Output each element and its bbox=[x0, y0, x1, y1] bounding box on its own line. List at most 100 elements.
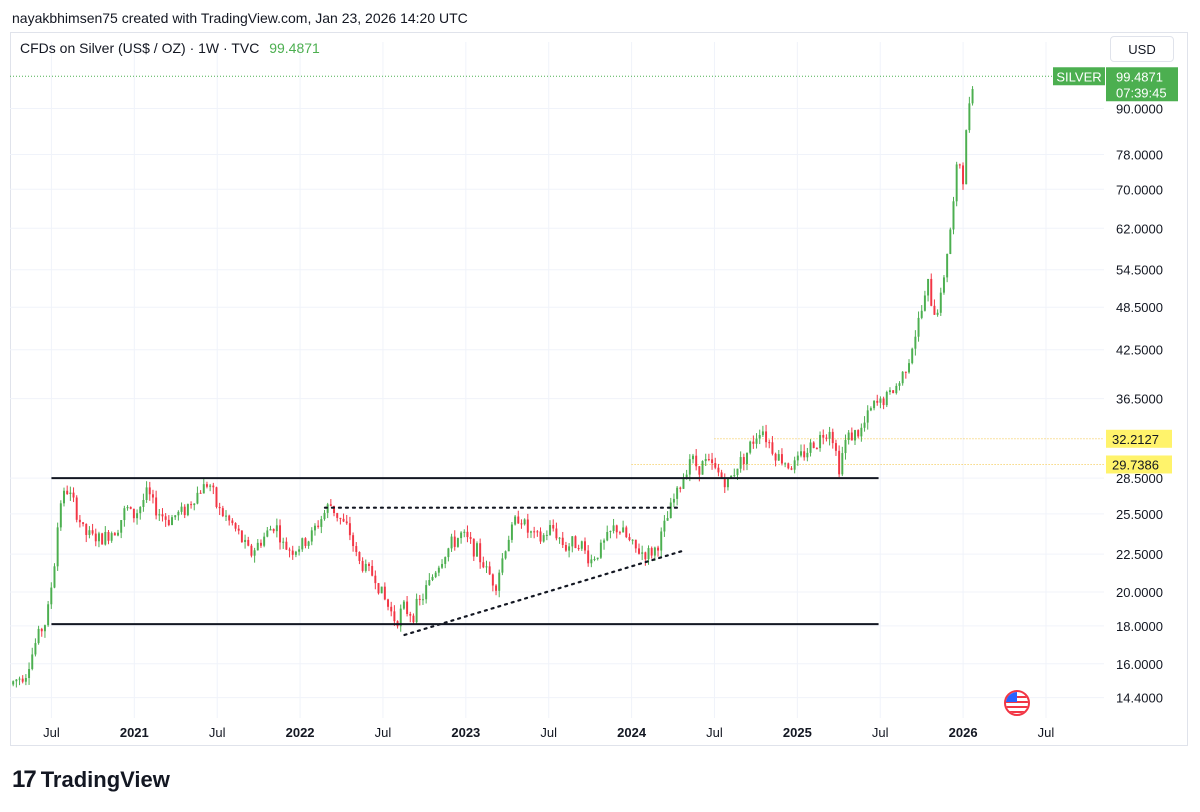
candle-body bbox=[475, 543, 478, 557]
candle-body bbox=[418, 598, 421, 600]
candle-body bbox=[155, 497, 158, 516]
x-tick-label: 2023 bbox=[451, 725, 480, 740]
candle-body bbox=[901, 371, 904, 384]
candle-body bbox=[78, 519, 81, 523]
candle-body bbox=[434, 572, 437, 577]
candle-body bbox=[746, 452, 748, 465]
candle-body bbox=[679, 487, 682, 489]
candle-body bbox=[28, 669, 31, 678]
candle-body bbox=[371, 565, 374, 576]
candle-body bbox=[231, 520, 234, 524]
candle-body bbox=[326, 504, 329, 513]
candle-body bbox=[526, 519, 529, 533]
candle-body bbox=[707, 459, 710, 461]
currency-button[interactable]: USD bbox=[1110, 36, 1174, 62]
candle-body bbox=[412, 615, 415, 623]
candle-body bbox=[542, 535, 545, 542]
candle-body bbox=[199, 492, 202, 494]
y-tick-label: 90.0000 bbox=[1116, 101, 1163, 116]
candle-body bbox=[164, 516, 167, 520]
candle-body bbox=[482, 562, 485, 568]
candle-body bbox=[56, 527, 59, 567]
candle-body bbox=[955, 164, 958, 202]
candle-body bbox=[720, 472, 723, 478]
candle-body bbox=[88, 530, 91, 535]
candle-body bbox=[593, 558, 596, 560]
candle-body bbox=[514, 516, 517, 525]
candle-body bbox=[43, 625, 46, 632]
candle-body bbox=[739, 457, 742, 469]
candle-body bbox=[183, 506, 186, 516]
y-tick-label: 14.4000 bbox=[1116, 691, 1163, 706]
candle-body bbox=[838, 450, 841, 475]
candle-body bbox=[692, 455, 694, 460]
candle-body bbox=[94, 533, 97, 542]
candle-body bbox=[123, 508, 126, 521]
candle-body bbox=[606, 531, 609, 541]
candle-body bbox=[193, 503, 196, 506]
candle-body bbox=[307, 541, 310, 546]
candle-body bbox=[120, 520, 123, 533]
candle-body bbox=[31, 654, 34, 670]
candle-body bbox=[644, 552, 647, 560]
candle-body bbox=[952, 201, 955, 230]
symbol-legend[interactable]: CFDs on Silver (US$ / OZ) · 1W · TVC 99.… bbox=[20, 40, 320, 56]
candle-body bbox=[688, 459, 691, 475]
candle-body bbox=[736, 468, 739, 476]
candle-body bbox=[136, 513, 139, 519]
candle-body bbox=[536, 531, 539, 533]
candle-body bbox=[809, 442, 812, 453]
candle-body bbox=[269, 528, 272, 531]
y-tick-label: 20.0000 bbox=[1116, 585, 1163, 600]
candle-body bbox=[663, 520, 666, 532]
y-tick-label: 42.5000 bbox=[1116, 343, 1163, 358]
candle-body bbox=[158, 514, 161, 516]
us-flag-icon[interactable] bbox=[1004, 690, 1030, 716]
y-tick-label: 48.5000 bbox=[1116, 300, 1163, 315]
horizontal-levels bbox=[10, 75, 1104, 465]
candle-body bbox=[104, 531, 107, 545]
x-tick-label: Jul bbox=[540, 725, 557, 740]
candle-body bbox=[885, 392, 888, 406]
candle-body bbox=[113, 533, 116, 536]
x-tick-label: 2026 bbox=[949, 725, 978, 740]
x-tick-label: Jul bbox=[706, 725, 723, 740]
candle-body bbox=[882, 398, 885, 406]
candle-body bbox=[186, 504, 189, 516]
level-label-bg bbox=[1106, 429, 1172, 448]
candle-body bbox=[908, 363, 911, 373]
candle-body bbox=[447, 548, 450, 558]
candle-body bbox=[568, 546, 571, 551]
candle-body bbox=[930, 278, 933, 306]
candle-body bbox=[323, 512, 326, 520]
candle-body bbox=[491, 574, 494, 586]
candle-body bbox=[240, 530, 243, 543]
candle-body bbox=[847, 432, 850, 440]
candle-body bbox=[298, 549, 301, 552]
candle-body bbox=[501, 558, 504, 573]
level-label-bg bbox=[1106, 455, 1172, 474]
candle-body bbox=[466, 531, 469, 538]
candle-body bbox=[415, 598, 418, 623]
candle-body bbox=[428, 580, 431, 586]
candle-body bbox=[285, 541, 288, 550]
candle-body bbox=[787, 463, 790, 469]
candle-body bbox=[704, 459, 707, 462]
tradingview-logo[interactable]: 17 TradingView bbox=[12, 766, 170, 794]
candle-body bbox=[279, 525, 282, 543]
candle-body bbox=[860, 427, 863, 437]
candle-body bbox=[34, 643, 37, 655]
candle-body bbox=[234, 523, 237, 529]
candle-body bbox=[844, 439, 847, 454]
candle-body bbox=[377, 583, 380, 594]
candle-body bbox=[854, 430, 856, 441]
candle-body bbox=[310, 530, 313, 542]
candle-body bbox=[650, 548, 653, 556]
candle-body bbox=[12, 681, 15, 685]
candle-body bbox=[313, 525, 316, 531]
x-tick-label: 2024 bbox=[617, 725, 647, 740]
candle-body bbox=[571, 536, 574, 547]
candle-body bbox=[733, 475, 736, 477]
candle-body bbox=[393, 611, 396, 622]
